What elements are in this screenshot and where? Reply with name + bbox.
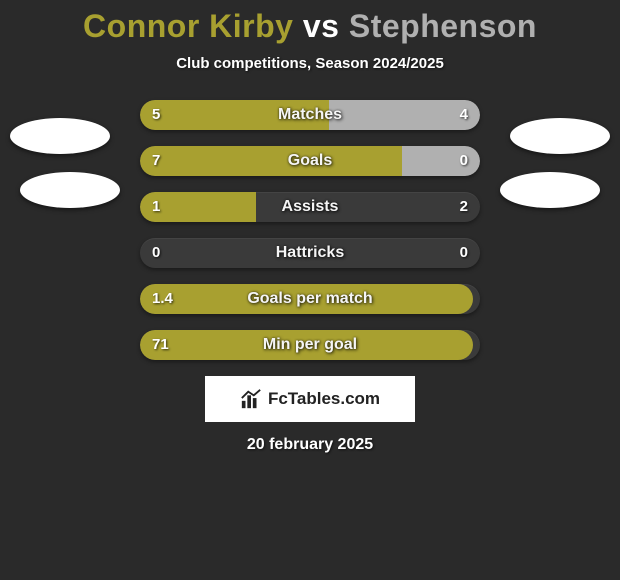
avatar — [20, 172, 120, 208]
stat-row: 71Min per goal — [0, 330, 620, 360]
attribution-badge: FcTables.com — [205, 376, 415, 422]
avatar — [500, 172, 600, 208]
stat-value-left: 71 — [152, 330, 169, 360]
bar-right — [402, 146, 480, 176]
vs-separator: vs — [303, 8, 340, 44]
stat-value-left: 7 — [152, 146, 160, 176]
bar-track — [140, 330, 480, 360]
bar-track — [140, 284, 480, 314]
stat-value-right: 0 — [460, 238, 468, 268]
player1-name: Connor Kirby — [83, 8, 293, 44]
bar-track — [140, 100, 480, 130]
date-label: 20 february 2025 — [0, 436, 620, 454]
comparison-title: Connor Kirby vs Stephenson — [0, 0, 620, 45]
bar-right — [329, 100, 480, 130]
bar-left — [140, 284, 473, 314]
avatar — [510, 118, 610, 154]
bar-left — [140, 146, 402, 176]
stat-value-left: 0 — [152, 238, 160, 268]
stat-value-left: 5 — [152, 100, 160, 130]
stat-value-left: 1 — [152, 192, 160, 222]
bar-track — [140, 146, 480, 176]
stat-value-left: 1.4 — [152, 284, 173, 314]
stat-value-right: 0 — [460, 146, 468, 176]
stat-row: 00Hattricks — [0, 238, 620, 268]
bar-left — [140, 330, 473, 360]
bar-track — [140, 192, 480, 222]
stat-value-right: 2 — [460, 192, 468, 222]
stat-row: 1.4Goals per match — [0, 284, 620, 314]
avatar — [10, 118, 110, 154]
chart-logo-icon — [240, 388, 262, 410]
bar-left — [140, 100, 329, 130]
bar-track — [140, 238, 480, 268]
player2-name: Stephenson — [349, 8, 537, 44]
stat-row: 70Goals — [0, 146, 620, 176]
attribution-text: FcTables.com — [268, 389, 380, 409]
stat-value-right: 4 — [460, 100, 468, 130]
subtitle: Club competitions, Season 2024/2025 — [0, 55, 620, 72]
